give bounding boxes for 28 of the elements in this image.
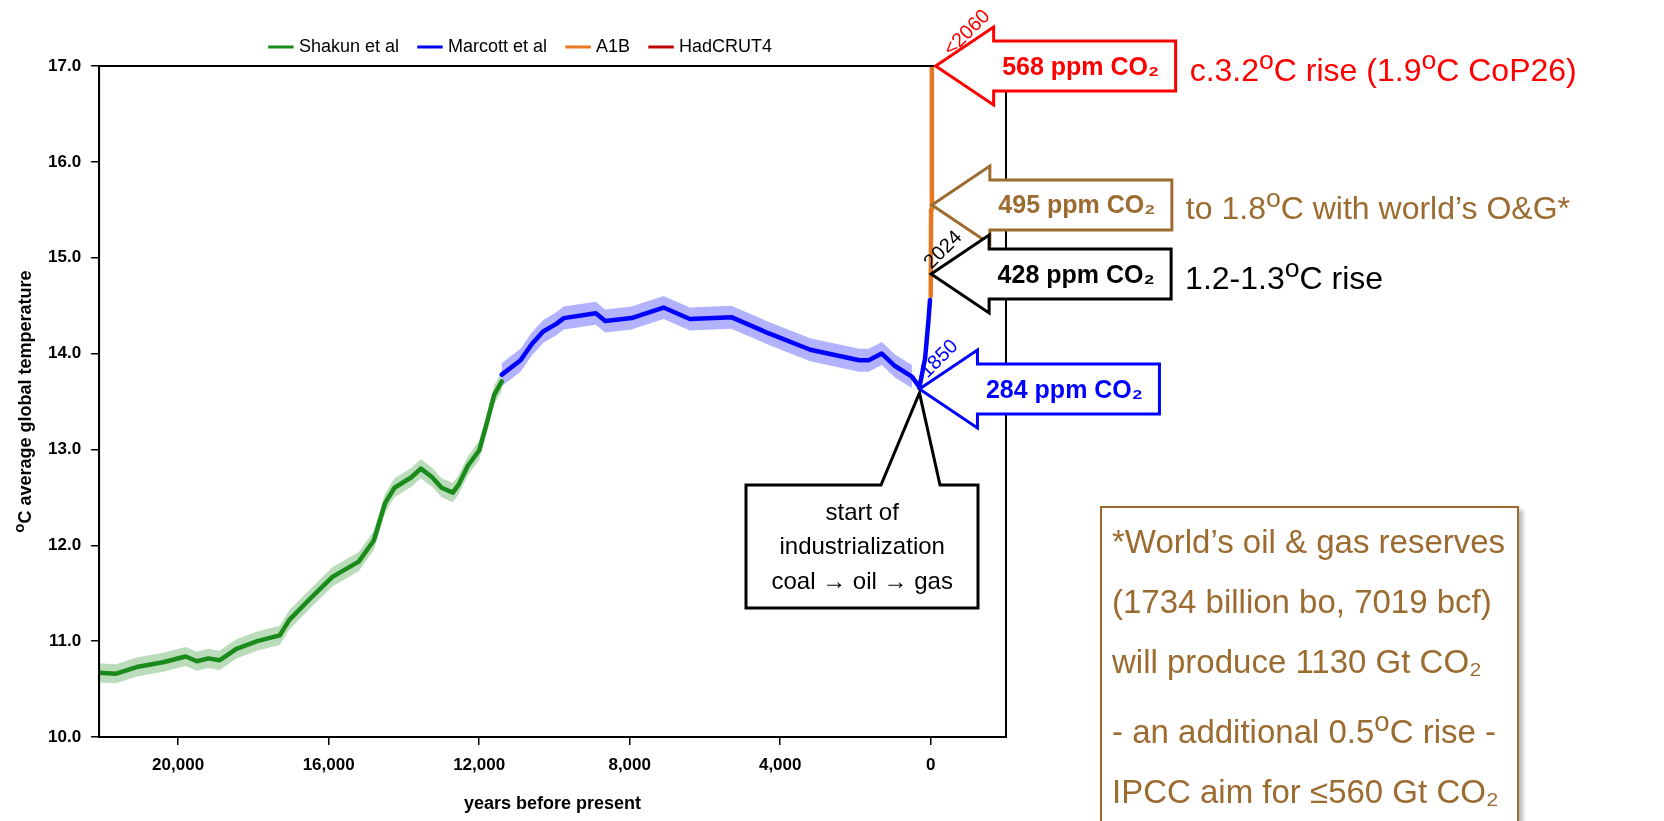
annotation: 568 ppm CO₂ — [1002, 51, 1160, 80]
legend-label: Marcott et al — [448, 35, 548, 56]
text: to 1.8$^{o}$C with world’s O&G* — [1185, 183, 1571, 227]
y-tick-label: 15.0 — [47, 247, 82, 267]
y-tick-label: 13.0 — [47, 439, 82, 459]
annotation: 428 ppm CO₂ — [997, 259, 1155, 288]
legend-label: HadCRUT4 — [679, 35, 773, 56]
y-tick-label: 12.0 — [47, 534, 82, 554]
x-tick-label: 0 — [926, 754, 936, 774]
y-tick-label: 10.0 — [47, 726, 82, 746]
annotation: start of industrialization coal → oil → gas — [771, 496, 953, 597]
note-box: *World’s oil & gas reserves (1734 billion bo, 7019 bcf) will produce 1130 Gt CO₂ - an additional 0.5$^{o}$C rise - IPCC aim for ≤560 Gt CO₂ — [1100, 506, 1520, 821]
text: 1.2-1.3$^{o}$C rise — [1185, 252, 1384, 296]
legend-label: Shakun et al — [298, 35, 399, 56]
x-tick-label: 20,000 — [152, 754, 205, 774]
y-tick-label: 14.0 — [47, 343, 82, 363]
x-tick-label: 16,000 — [302, 754, 355, 774]
x-tick-label: 12,000 — [453, 754, 506, 774]
x-tick-label: 4,000 — [758, 754, 802, 774]
x-axis-title: years before present — [464, 793, 642, 814]
text: c.3.2$^{o}$C rise (1.9$^{o}$C CoP26) — [1189, 44, 1577, 88]
annotation: 495 ppm CO₂ — [998, 190, 1156, 219]
y-tick-label: 11.0 — [48, 630, 82, 650]
annotation: 284 ppm CO₂ — [985, 374, 1143, 403]
y-tick-label: 16.0 — [47, 151, 82, 171]
y-tick-label: 17.0 — [47, 55, 82, 75]
legend-label: A1B — [596, 35, 631, 56]
x-tick-label: 8,000 — [608, 754, 651, 774]
